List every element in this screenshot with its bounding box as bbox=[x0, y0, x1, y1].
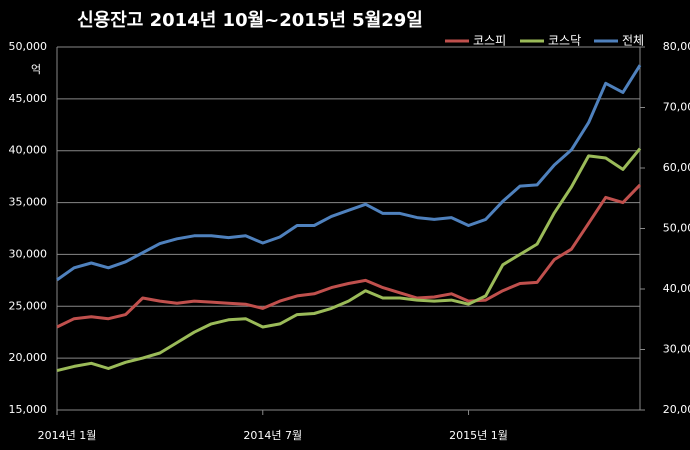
line bbox=[56, 64, 642, 282]
x-tick-label: 2014년 7월 bbox=[243, 429, 302, 442]
x-tick-label: 2015년 1월 bbox=[449, 429, 508, 442]
y2-tick-label: 50,000 bbox=[663, 222, 690, 235]
y-tick-label: 50,000 bbox=[9, 40, 48, 53]
chart-title: 신용잔고 2014년 10월~2015년 5월29일 bbox=[77, 10, 423, 31]
y-unit: 억 bbox=[31, 63, 41, 76]
y2-tick-label: 40,000 bbox=[663, 282, 690, 295]
legend-label: 전체 bbox=[622, 34, 644, 48]
y2-tick-label: 70,000 bbox=[663, 101, 690, 114]
y2-tick-label: 80,000 bbox=[663, 40, 690, 53]
legend-label: 코스닥 bbox=[548, 34, 581, 48]
y-tick-label: 30,000 bbox=[9, 247, 48, 260]
y2-tick-label: 60,000 bbox=[663, 161, 690, 174]
y2-tick-label: 20,000 bbox=[663, 403, 690, 416]
y-tick-label: 35,000 bbox=[9, 196, 48, 209]
y2-tick-label: 30,000 bbox=[663, 343, 690, 356]
y-tick-label: 45,000 bbox=[9, 92, 48, 105]
y-tick-label: 40,000 bbox=[9, 144, 48, 157]
x-tick-label: 2014년 1월 bbox=[38, 429, 97, 442]
y-tick-label: 25,000 bbox=[9, 299, 48, 312]
y-tick-label: 15,000 bbox=[9, 403, 48, 416]
legend-label: 코스피 bbox=[473, 34, 506, 48]
line bbox=[56, 147, 642, 373]
y-tick-label: 20,000 bbox=[9, 351, 48, 364]
line bbox=[56, 183, 642, 329]
